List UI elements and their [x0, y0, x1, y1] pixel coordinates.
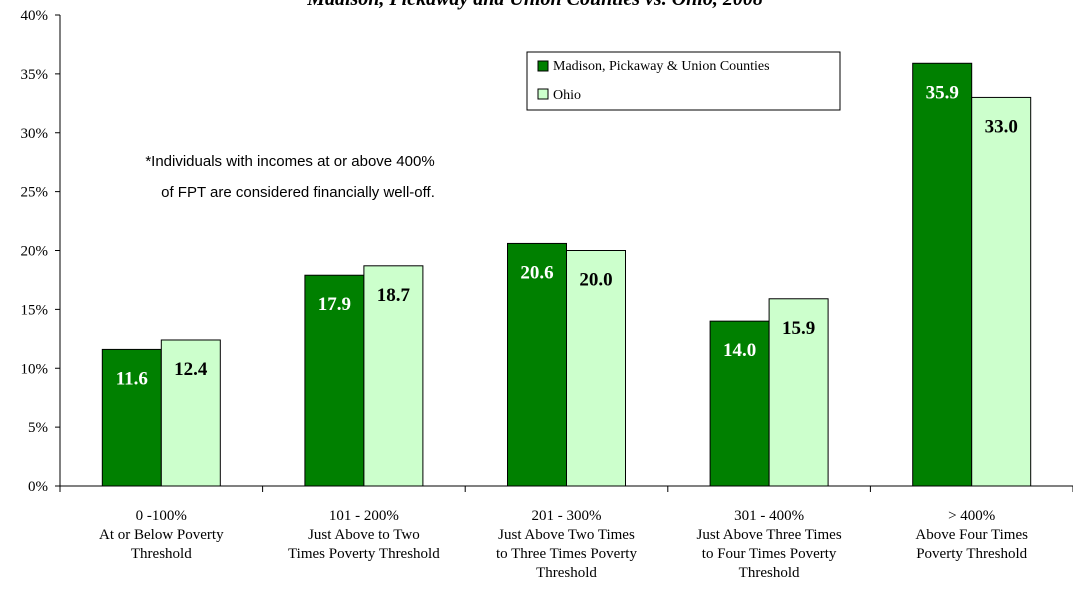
- legend-swatch-ohio: [537, 88, 549, 100]
- bar-series-1: [507, 242, 567, 487]
- y-tick-label: 40%: [21, 8, 49, 24]
- annotation-line-2: of FPT are considered financially well-o…: [161, 184, 435, 201]
- bar-value-label: 11.6: [116, 368, 148, 389]
- legend-swatch-madison: [537, 60, 549, 72]
- y-tick-label: 25%: [21, 185, 49, 201]
- y-tick-label: 35%: [21, 67, 49, 83]
- x-tick-label: 301 - 400% Just Above Three Times to Four …: [697, 508, 842, 581]
- legend-box: [526, 51, 841, 111]
- bar-value-label: 33.0: [985, 116, 1018, 137]
- x-tick-label: 101 - 200% Just Above to Two Times Poverty…: [288, 508, 440, 562]
- legend-label-ohio: Ohio: [553, 88, 581, 103]
- annotation-line-1: *Individuals with incomes at or above 40…: [145, 153, 434, 170]
- bar-value-label: 17.9: [318, 294, 351, 315]
- bar-value-label: 35.9: [926, 82, 959, 103]
- x-tick-label: > 400% Above Four Times Poverty Threshold: [915, 508, 1028, 562]
- bar-value-label: 14.0: [723, 340, 756, 361]
- bar-value-label: 20.0: [579, 270, 612, 291]
- y-tick-label: 0%: [28, 479, 48, 495]
- y-tick-label: 5%: [28, 420, 48, 436]
- chart-title: Madison, Pickaway and Union Counties vs.…: [306, 0, 763, 10]
- bar-series-2: [768, 298, 829, 487]
- y-axis: 0% 5% 10% 15% 20% 25% 30% 35% 40%: [21, 8, 61, 495]
- y-tick-label: 15%: [21, 302, 49, 318]
- y-tick-label: 10%: [21, 361, 49, 377]
- legend: Madison, Pickaway & Union Counties Ohio: [526, 51, 841, 111]
- y-tick-label: 20%: [21, 244, 49, 260]
- bar-series-1: [912, 62, 973, 487]
- bar-series-2: [363, 265, 424, 487]
- bar-value-label: 12.4: [174, 359, 208, 380]
- bar-value-label: 18.7: [377, 285, 411, 306]
- bar-series-1: [709, 320, 770, 487]
- bars: 11.6 12.4 17.9 18.7 20.6 20.0 14.0 15.9 35.9 33.0: [101, 62, 1032, 487]
- bar-series-2: [160, 339, 221, 487]
- bar-series-2: [566, 250, 626, 487]
- y-tick-label: 30%: [21, 126, 49, 142]
- bar-series-2: [971, 96, 1032, 487]
- bar-value-label: 20.6: [520, 262, 553, 283]
- bar-value-label: 15.9: [782, 318, 815, 339]
- x-tick-label: 201 - 300% Just Above Two Times to Three T…: [496, 508, 637, 581]
- x-tick-label: 0 -100% At or Below Poverty Threshold: [99, 508, 224, 562]
- legend-label-madison: Madison, Pickaway & Union Counties: [553, 59, 770, 74]
- x-axis: 0 -100% At or Below Poverty Threshold 101 -…: [59, 485, 1073, 581]
